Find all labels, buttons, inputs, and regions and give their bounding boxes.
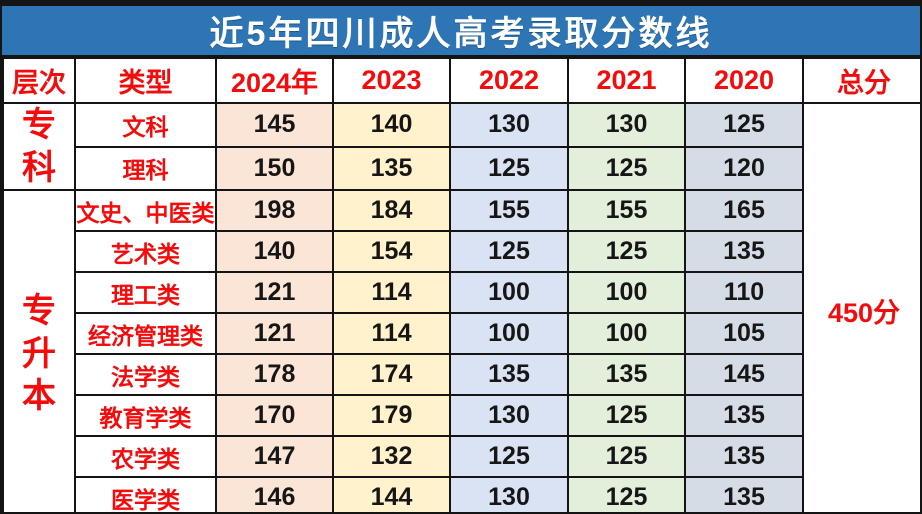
score-cell: 132 (332, 435, 451, 478)
type-cell: 理科 (74, 145, 217, 191)
score-cell: 150 (215, 145, 334, 191)
score-cell: 154 (332, 230, 451, 273)
score-cell: 140 (332, 102, 451, 148)
header-total: 总分 (802, 57, 920, 104)
score-cell: 135 (684, 394, 804, 437)
level-label: 专科 (22, 106, 56, 187)
type-cell: 文史、中医类 (74, 189, 217, 232)
score-cell: 100 (449, 312, 569, 355)
type-cell: 农学类 (74, 435, 217, 478)
header-2022: 2022 (449, 57, 569, 104)
score-cell: 121 (215, 312, 334, 355)
score-cell: 165 (684, 189, 804, 232)
score-cell: 135 (332, 145, 451, 191)
level-cell-zhuanke: 专科 (2, 102, 76, 191)
score-cell: 120 (684, 145, 804, 191)
table-row: 法学类 178 174 135 135 145 (3, 353, 920, 396)
table-row: 专科 文科 145 140 130 130 125 450分 (2, 102, 920, 512)
score-cell: 125 (449, 230, 569, 273)
score-cell: 125 (567, 145, 686, 191)
score-cell: 184 (332, 189, 451, 232)
header-row: 层次 类型 2024年 2023 2022 2021 2020 总分 (2, 57, 920, 104)
score-cell: 198 (215, 189, 334, 232)
header-2020: 2020 (684, 57, 804, 104)
table-row: 艺术类 140 154 125 125 135 (3, 230, 920, 273)
score-cell: 147 (215, 435, 334, 478)
type-cell: 教育学类 (74, 394, 217, 437)
score-cell: 135 (684, 476, 804, 512)
score-cell: 135 (567, 353, 686, 396)
table-row: 经济管理类 121 114 100 100 105 (3, 312, 920, 355)
score-cell: 121 (215, 271, 334, 314)
header-level: 层次 (2, 57, 76, 104)
score-cell: 130 (449, 476, 569, 512)
header-type: 类型 (74, 57, 217, 104)
score-cell: 125 (567, 394, 686, 437)
table-row: 理工类 121 114 100 100 110 (3, 271, 920, 314)
score-cell: 135 (684, 435, 804, 478)
score-cell: 114 (332, 312, 451, 355)
header-2023: 2023 (332, 57, 451, 104)
table-row: 农学类 147 132 125 125 135 (3, 435, 920, 478)
score-cell: 100 (567, 312, 686, 355)
score-cell: 170 (215, 394, 334, 437)
type-cell: 法学类 (74, 353, 217, 396)
level-cell-zhuanshengben: 专升本 (2, 189, 76, 512)
type-cell: 文科 (74, 102, 217, 148)
score-cell: 100 (567, 271, 686, 314)
score-cell: 125 (567, 476, 686, 512)
type-cell: 经济管理类 (74, 312, 217, 355)
admission-score-table: 层次 类型 2024年 2023 2022 2021 2020 总分 专科 文科… (2, 57, 920, 512)
score-cell: 125 (567, 435, 686, 478)
table-row: 教育学类 170 179 130 125 135 (3, 394, 920, 437)
table-row: 医学类 146 144 130 125 135 (3, 476, 920, 512)
score-cell: 135 (684, 230, 804, 273)
score-cell: 155 (567, 189, 686, 232)
score-cell: 130 (449, 102, 569, 148)
page-title: 近5年四川成人高考录取分数线 (2, 2, 920, 57)
total-score-cell: 450分 (802, 102, 920, 512)
level-label: 专升本 (22, 292, 56, 416)
table-row: 理科 150 135 125 125 120 (3, 145, 920, 191)
score-cell: 125 (684, 102, 804, 148)
score-cell: 114 (332, 271, 451, 314)
score-cell: 100 (449, 271, 569, 314)
score-cell: 145 (684, 353, 804, 396)
score-cell: 125 (449, 145, 569, 191)
score-cell: 146 (215, 476, 334, 512)
type-cell: 理工类 (74, 271, 217, 314)
score-cell: 135 (449, 353, 569, 396)
score-cell: 125 (449, 435, 569, 478)
score-cell: 130 (449, 394, 569, 437)
table-row: 专升本 文史、中医类 198 184 155 155 165 (2, 189, 920, 512)
type-cell: 艺术类 (74, 230, 217, 273)
score-cell: 145 (215, 102, 334, 148)
score-cell: 144 (332, 476, 451, 512)
score-cell: 105 (684, 312, 804, 355)
header-2024: 2024年 (215, 57, 334, 104)
score-cell: 179 (332, 394, 451, 437)
type-cell: 医学类 (74, 476, 217, 512)
score-cell: 130 (567, 102, 686, 148)
score-cell: 155 (449, 189, 569, 232)
score-cell: 178 (215, 353, 334, 396)
score-cell: 174 (332, 353, 451, 396)
score-cell: 125 (567, 230, 686, 273)
score-cell: 140 (215, 230, 334, 273)
score-cell: 110 (684, 271, 804, 314)
header-2021: 2021 (567, 57, 686, 104)
